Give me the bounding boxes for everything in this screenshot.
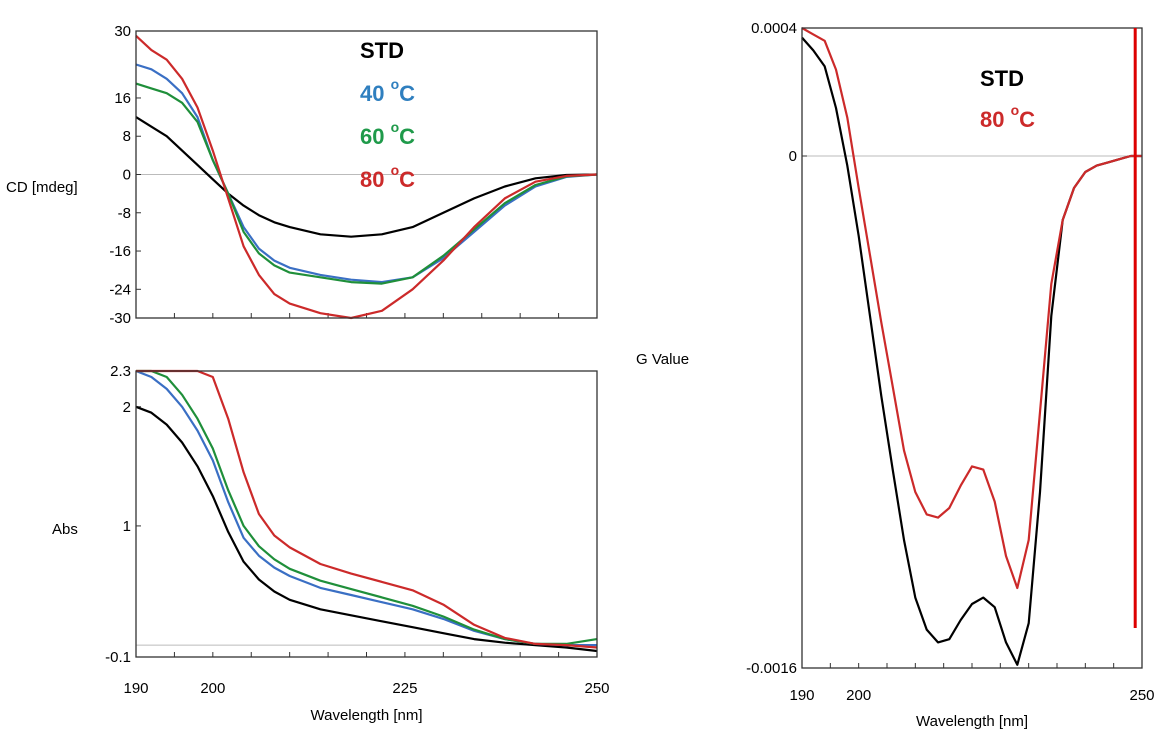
y-tick-label: -8 <box>118 205 131 222</box>
y-axis-label: G Value <box>636 351 689 368</box>
series-line-80-c <box>135 34 598 320</box>
x-tick-label: 250 <box>584 680 609 697</box>
series-line-80-c <box>801 27 1142 590</box>
legend-entry: 80 oC <box>360 162 415 192</box>
legend-entry: 80 oC <box>980 102 1035 132</box>
panel-g: 0.0004 0 -0.0016 190 200 250 G Value Wavelength… <box>636 20 1155 730</box>
x-tick-label: 200 <box>200 680 225 697</box>
x-tick-label: 225 <box>392 680 417 697</box>
y-tick-label: 0 <box>123 167 131 184</box>
panel-cd: 30 16 8 0 -8 -16 -24 -30 CD [mdeg] STD 40 oC 60 oC 8… <box>6 23 598 327</box>
y-tick-label: 0 <box>789 148 797 165</box>
x-tick-label: 250 <box>1129 687 1154 704</box>
legend-entry: 60 oC <box>360 119 415 149</box>
series-line-80-c <box>136 369 598 649</box>
y-tick-label: 8 <box>123 128 131 145</box>
series-line-40-c <box>135 369 597 647</box>
y-tick-label: 16 <box>114 90 131 107</box>
y-tick-label: 2 <box>123 399 131 416</box>
plot-frame <box>135 30 598 319</box>
y-tick-label: 30 <box>114 23 131 40</box>
plot-frame <box>135 370 598 658</box>
x-tick-label: 190 <box>123 680 148 697</box>
y-tick-label: 1 <box>123 518 131 535</box>
legend-entry: 40 oC <box>360 76 415 106</box>
y-tick-label: 0.0004 <box>751 20 797 37</box>
y-axis-label: Abs <box>52 521 78 538</box>
y-tick-label: -0.0016 <box>746 660 797 677</box>
series-line-60-c <box>135 82 598 285</box>
series-line-std <box>135 116 598 238</box>
plot-frame <box>801 27 1143 669</box>
series-line-std <box>801 36 1142 666</box>
y-tick-label: -16 <box>109 243 131 260</box>
y-tick-label: -30 <box>109 310 131 327</box>
x-axis-label: Wavelength [nm] <box>311 707 423 724</box>
legend-entry: STD <box>980 66 1024 91</box>
series-line-40-c <box>135 63 598 284</box>
y-axis-label: CD [mdeg] <box>6 179 78 196</box>
y-tick-label: 2.3 <box>110 363 131 380</box>
x-axis-label: Wavelength [nm] <box>916 713 1028 730</box>
series-line-std <box>135 405 598 653</box>
legend-entry: STD <box>360 38 404 63</box>
series-line-60-c <box>136 369 598 646</box>
x-tick-label: 200 <box>846 687 871 704</box>
panel-abs: 2.3 2 1 -0.1 190 200 225 250 Abs Wavelength [nm] <box>52 363 610 724</box>
x-tick-label: 190 <box>789 687 814 704</box>
y-tick-label: -24 <box>109 281 131 298</box>
y-tick-label: -0.1 <box>105 649 131 666</box>
